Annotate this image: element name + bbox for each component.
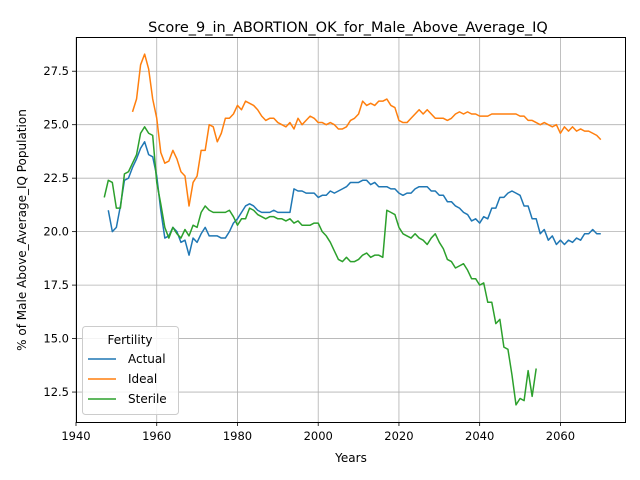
- y-tick-label: 20.0: [43, 225, 69, 239]
- plot-frame: [76, 37, 626, 423]
- series-line-sterile: [103, 126, 537, 406]
- y-tick-label: 27.5: [43, 64, 69, 78]
- y-tick-label: 17.5: [43, 278, 69, 292]
- y-tick-label: 12.5: [43, 385, 69, 399]
- legend-label-sterile: Sterile: [128, 392, 167, 406]
- x-tick-label: 2060: [546, 429, 575, 443]
- x-tick-label: 1980: [223, 429, 252, 443]
- x-tick-label: 2040: [465, 429, 494, 443]
- legend-label-actual: Actual: [128, 352, 166, 366]
- legend-title: Fertility: [107, 333, 152, 347]
- y-tick-label: 22.5: [43, 171, 69, 185]
- x-tick-label: 2020: [384, 429, 413, 443]
- x-axis-label: Years: [334, 451, 367, 465]
- chart-title: Score_9_in_ABORTION_OK_for_Male_Above_Av…: [148, 20, 548, 36]
- y-tick-label: 15.0: [43, 332, 69, 346]
- legend: Fertility Actual Ideal Sterile: [82, 326, 179, 415]
- legend-label-ideal: Ideal: [128, 372, 157, 386]
- y-axis-label: % of Male Above_Average_IQ Population: [15, 109, 29, 351]
- x-tick-label: 1940: [61, 429, 90, 443]
- series-line-ideal: [131, 53, 602, 207]
- series-line-actual: [107, 141, 601, 256]
- legend-box: [82, 326, 179, 415]
- x-tick-label: 2000: [304, 429, 333, 443]
- x-tick-label: 1960: [142, 429, 171, 443]
- y-tick-label: 25.0: [43, 118, 69, 132]
